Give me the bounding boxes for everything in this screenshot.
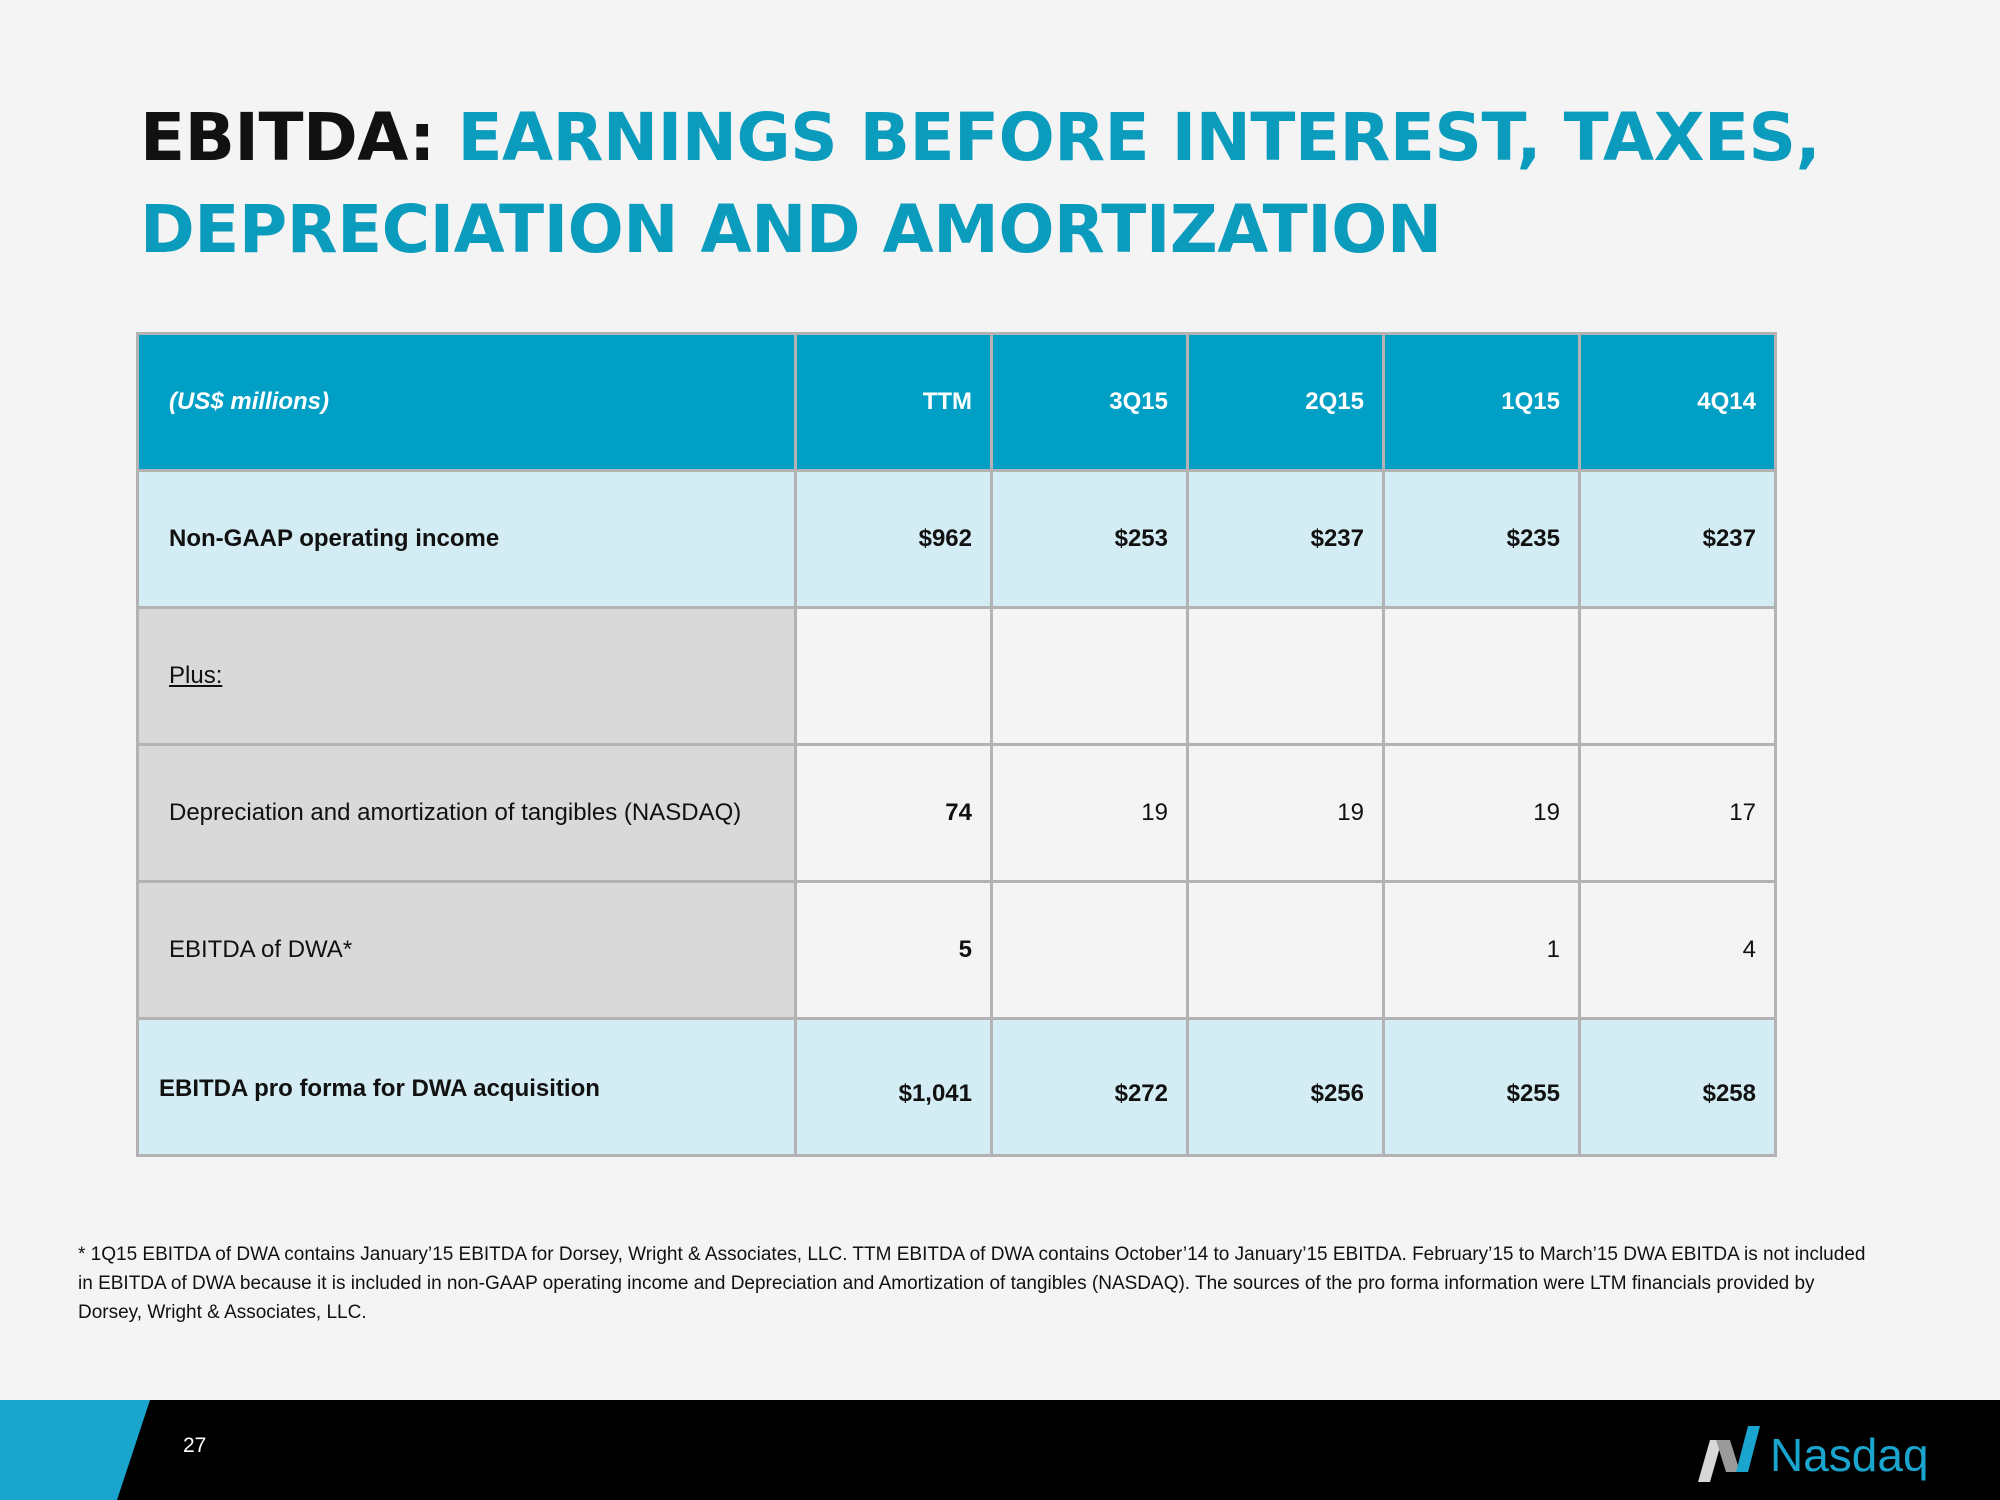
page-title: EBITDA: EARNINGS BEFORE INTEREST, TAXES,… — [140, 92, 1860, 276]
page-number: 27 — [183, 1434, 207, 1457]
header-4q14: 4Q14 — [1578, 332, 1777, 472]
cell-value — [1186, 880, 1385, 1020]
row-label: EBITDA pro forma for DWA acquisition — [136, 1017, 797, 1157]
table-row-non-gaap-operating-income: Non-GAAP operating income $962 $253 $237… — [136, 469, 1777, 609]
row-label: Plus: — [136, 606, 797, 746]
cell-value: $1,041 — [794, 1017, 993, 1157]
cell-value — [1382, 606, 1581, 746]
cell-value: $962 — [794, 469, 993, 609]
title-text-line1: EARNINGS BEFORE INTEREST, TAXES, — [457, 99, 1821, 176]
cell-value: $256 — [1186, 1017, 1385, 1157]
plus-label: Plus: — [169, 662, 223, 689]
cell-value — [794, 606, 993, 746]
cell-value: $253 — [990, 469, 1189, 609]
cell-value: $255 — [1382, 1017, 1581, 1157]
nasdaq-logo-text: Nasdaq — [1770, 1429, 1929, 1481]
cell-value: $237 — [1186, 469, 1385, 609]
row-label: EBITDA of DWA* — [136, 880, 797, 1020]
row-label: Non-GAAP operating income — [136, 469, 797, 609]
table-row-depreciation: Depreciation and amortization of tangibl… — [136, 743, 1777, 883]
cell-value: 19 — [990, 743, 1189, 883]
header-2q15: 2Q15 — [1186, 332, 1385, 472]
cell-value: 4 — [1578, 880, 1777, 1020]
cell-value: 19 — [1382, 743, 1581, 883]
table-row-ebitda-pro-forma: EBITDA pro forma for DWA acquisition $1,… — [136, 1017, 1777, 1157]
header-ttm: TTM — [794, 332, 993, 472]
footnote: * 1Q15 EBITDA of DWA contains January’15… — [78, 1244, 1866, 1323]
nasdaq-logo: Nasdaq — [1690, 1418, 1930, 1488]
table-row-plus: Plus: — [136, 606, 1777, 746]
cell-value: 17 — [1578, 743, 1777, 883]
cell-value — [990, 606, 1189, 746]
cell-value: $235 — [1382, 469, 1581, 609]
cell-value: $272 — [990, 1017, 1189, 1157]
cell-value — [990, 880, 1189, 1020]
footer-accent — [0, 1400, 150, 1500]
header-3q15: 3Q15 — [990, 332, 1189, 472]
header-units-label: (US$ millions) — [136, 332, 797, 472]
footer-bar: 27 Nasdaq — [0, 1400, 2000, 1500]
title-prefix: EBITDA: — [140, 99, 435, 176]
table-header-row: (US$ millions) TTM 3Q15 2Q15 1Q15 4Q14 — [136, 332, 1777, 472]
header-1q15: 1Q15 — [1382, 332, 1581, 472]
ebitda-table: (US$ millions) TTM 3Q15 2Q15 1Q15 4Q14 N… — [136, 332, 1777, 1157]
table-row-ebitda-of-dwa: EBITDA of DWA* 5 1 4 — [136, 880, 1777, 1020]
cell-value — [1186, 606, 1385, 746]
cell-value: 74 — [794, 743, 993, 883]
cell-value: 19 — [1186, 743, 1385, 883]
row-label: Depreciation and amortization of tangibl… — [136, 743, 797, 883]
cell-value: $237 — [1578, 469, 1777, 609]
cell-value — [1578, 606, 1777, 746]
cell-value: 5 — [794, 880, 993, 1020]
title-text-line2: DEPRECIATION AND AMORTIZATION — [140, 191, 1442, 268]
cell-value: 1 — [1382, 880, 1581, 1020]
cell-value: $258 — [1578, 1017, 1777, 1157]
nasdaq-n-icon — [1698, 1426, 1760, 1482]
